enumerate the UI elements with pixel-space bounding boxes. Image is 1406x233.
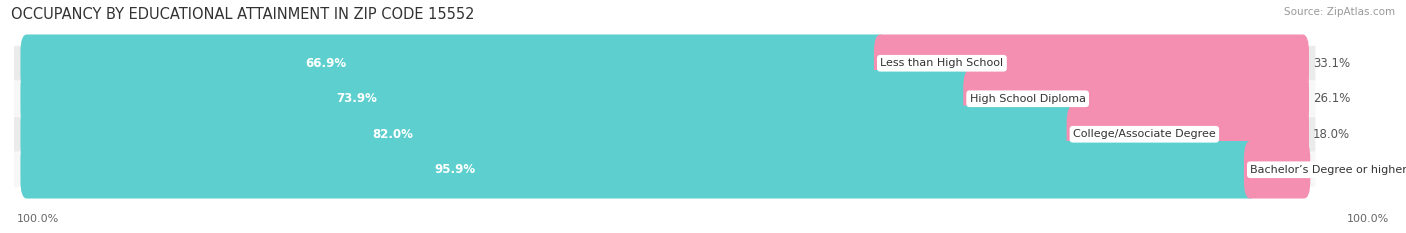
FancyBboxPatch shape [21, 106, 1080, 163]
FancyBboxPatch shape [963, 70, 1309, 127]
FancyBboxPatch shape [14, 81, 1316, 116]
Text: 100.0%: 100.0% [1347, 214, 1389, 224]
FancyBboxPatch shape [14, 117, 1316, 152]
Text: 82.0%: 82.0% [373, 128, 413, 141]
FancyBboxPatch shape [14, 46, 1316, 81]
Text: 33.1%: 33.1% [1313, 57, 1350, 70]
FancyBboxPatch shape [21, 70, 976, 127]
Text: Source: ZipAtlas.com: Source: ZipAtlas.com [1284, 7, 1395, 17]
FancyBboxPatch shape [1067, 106, 1309, 163]
Text: 66.9%: 66.9% [305, 57, 346, 70]
Text: 4.2%: 4.2% [1315, 163, 1344, 176]
Text: High School Diploma: High School Diploma [970, 94, 1085, 104]
Text: OCCUPANCY BY EDUCATIONAL ATTAINMENT IN ZIP CODE 15552: OCCUPANCY BY EDUCATIONAL ATTAINMENT IN Z… [11, 7, 475, 22]
Text: Less than High School: Less than High School [880, 58, 1004, 68]
Text: 73.9%: 73.9% [336, 92, 377, 105]
Text: 18.0%: 18.0% [1313, 128, 1350, 141]
FancyBboxPatch shape [14, 152, 1316, 187]
Text: College/Associate Degree: College/Associate Degree [1073, 129, 1216, 139]
Text: 95.9%: 95.9% [434, 163, 475, 176]
FancyBboxPatch shape [875, 34, 1309, 92]
Text: 26.1%: 26.1% [1313, 92, 1350, 105]
FancyBboxPatch shape [21, 34, 887, 92]
FancyBboxPatch shape [1244, 141, 1310, 199]
Text: Bachelor’s Degree or higher: Bachelor’s Degree or higher [1250, 165, 1406, 175]
Text: 100.0%: 100.0% [17, 214, 59, 224]
FancyBboxPatch shape [21, 141, 1257, 199]
